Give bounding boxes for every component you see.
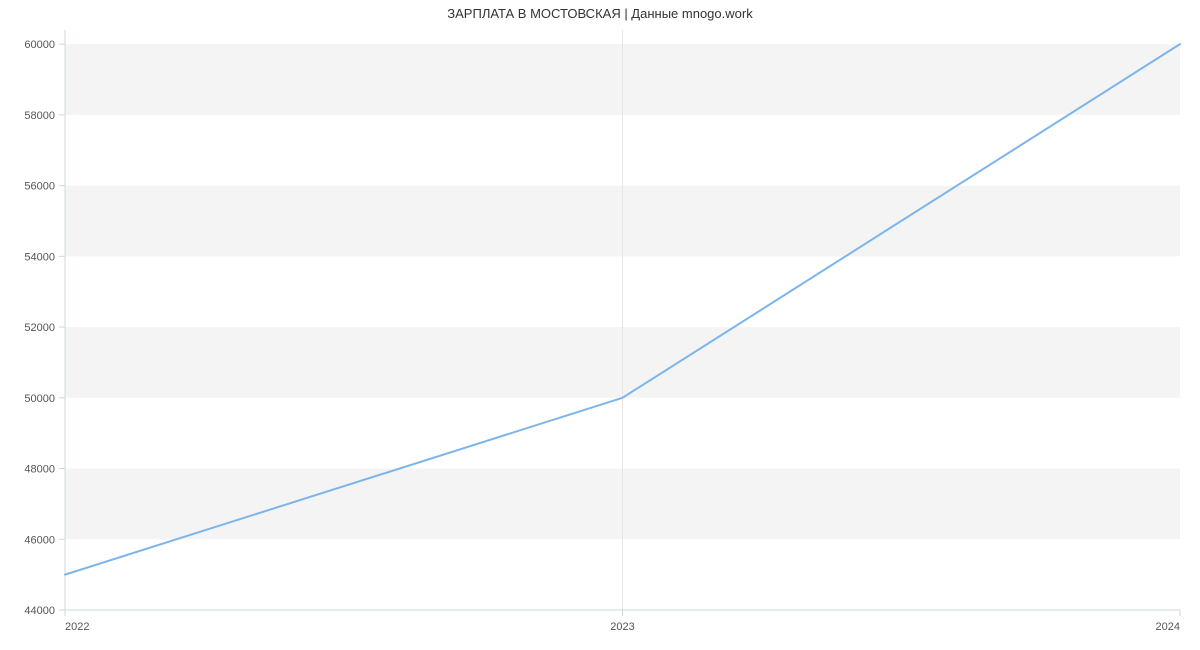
y-tick-label: 48000 [24, 464, 55, 476]
x-tick-label: 2023 [610, 621, 634, 633]
x-tick-label: 2022 [65, 621, 89, 633]
y-tick-label: 58000 [24, 110, 55, 122]
y-tick-label: 50000 [24, 393, 55, 405]
y-tick-label: 52000 [24, 322, 55, 334]
y-tick-label: 60000 [24, 39, 55, 51]
y-tick-label: 46000 [24, 534, 55, 546]
y-tick-label: 54000 [24, 251, 55, 263]
salary-line-chart: ЗАРПЛАТА В МОСТОВСКАЯ | Данные mnogo.wor… [0, 0, 1200, 650]
y-tick-label: 44000 [24, 605, 55, 617]
y-tick-label: 56000 [24, 181, 55, 193]
chart-svg: 44000 46000 48000 50000 52000 54000 56000 58000… [0, 0, 1200, 650]
x-tick-label: 2024 [1156, 621, 1180, 633]
